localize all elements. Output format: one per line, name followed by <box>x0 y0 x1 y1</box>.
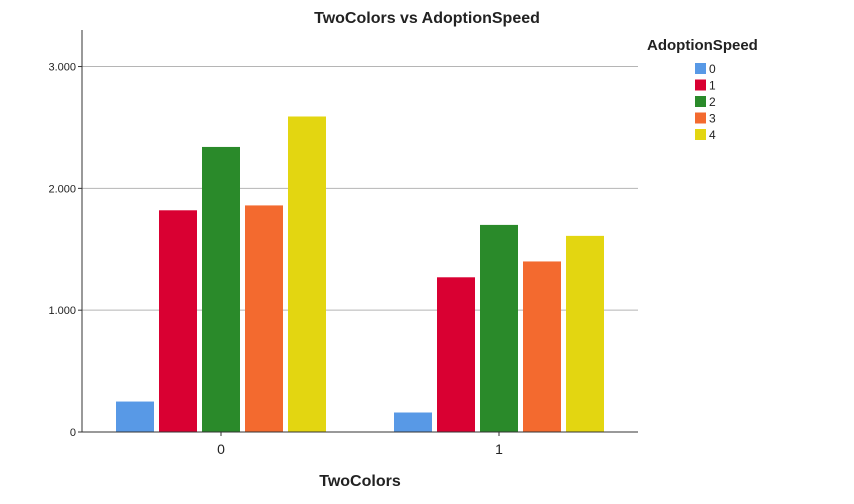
x-axis-label: TwoColors <box>319 473 401 490</box>
y-tick-label: 3.000 <box>48 62 76 74</box>
legend-label-0: 0 <box>709 62 716 76</box>
bar-0-speed-2 <box>202 146 240 433</box>
bars <box>116 116 604 433</box>
legend-swatch-4 <box>695 129 706 140</box>
bar-1-speed-4 <box>566 235 604 432</box>
legend-label-3: 3 <box>709 112 716 126</box>
bar-1-speed-0 <box>394 412 432 432</box>
bar-1-speed-2 <box>480 224 518 432</box>
bar-0-speed-1 <box>159 210 197 432</box>
bar-0-speed-4 <box>288 116 326 432</box>
legend-title: AdoptionSpeed <box>647 37 758 54</box>
y-tick-label: 0 <box>70 427 76 439</box>
legend-swatch-0 <box>695 63 706 74</box>
bar-0-speed-0 <box>116 401 154 432</box>
x-tick-label: 0 <box>217 441 225 457</box>
bar-1-speed-1 <box>437 277 475 432</box>
chart-title: TwoColors vs AdoptionSpeed <box>314 10 540 27</box>
y-tick-label: 1.000 <box>48 305 76 317</box>
legend-label-2: 2 <box>709 95 716 109</box>
y-axis-ticks: 0 1.000 2.000 3.000 <box>48 62 82 439</box>
bar-1-speed-3 <box>523 261 561 432</box>
legend-swatch-2 <box>695 96 706 107</box>
legend-label-1: 1 <box>709 79 716 93</box>
bar-0-speed-3 <box>245 205 283 432</box>
legend: 0 1 2 3 4 <box>695 62 716 142</box>
legend-swatch-1 <box>695 79 706 91</box>
x-tick-label: 1 <box>495 441 503 457</box>
y-tick-label: 2.000 <box>48 183 76 195</box>
legend-label-4: 4 <box>709 128 716 142</box>
legend-swatch-3 <box>695 112 706 124</box>
